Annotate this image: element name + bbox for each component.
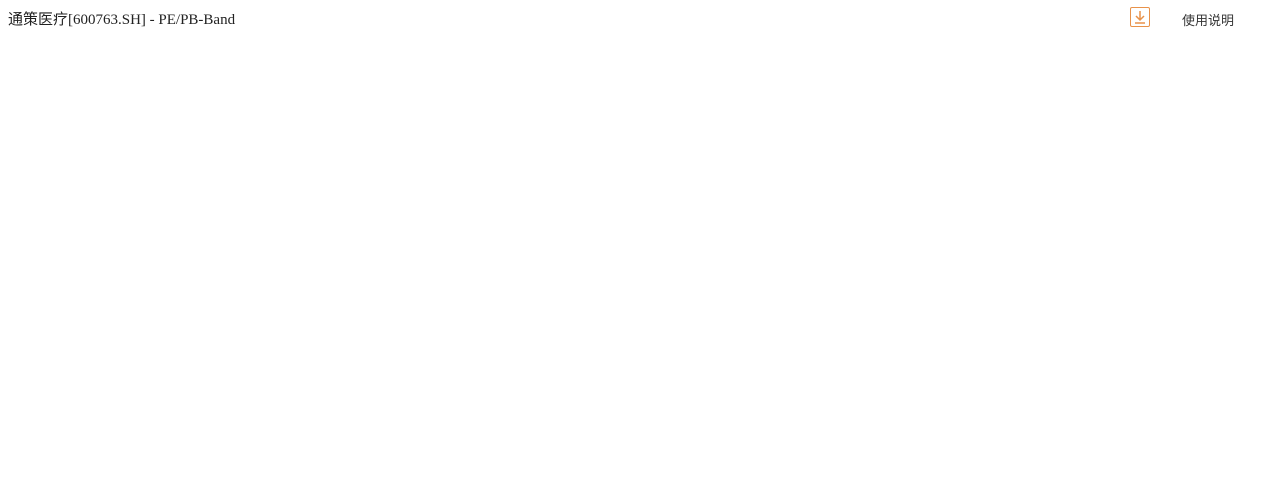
page-title: 通策医疗[600763.SH] - PE/PB-Band	[8, 12, 236, 28]
download-button[interactable]: -100.0000.000100.000200.000300.000400.00…	[1130, 7, 1268, 460]
help-text: 使用说明	[1182, 14, 1235, 29]
download-icon: -100.0000.000100.000200.000300.000400.00…	[1135, 11, 1268, 460]
help-link[interactable]: 使用说明	[1182, 10, 1234, 29]
